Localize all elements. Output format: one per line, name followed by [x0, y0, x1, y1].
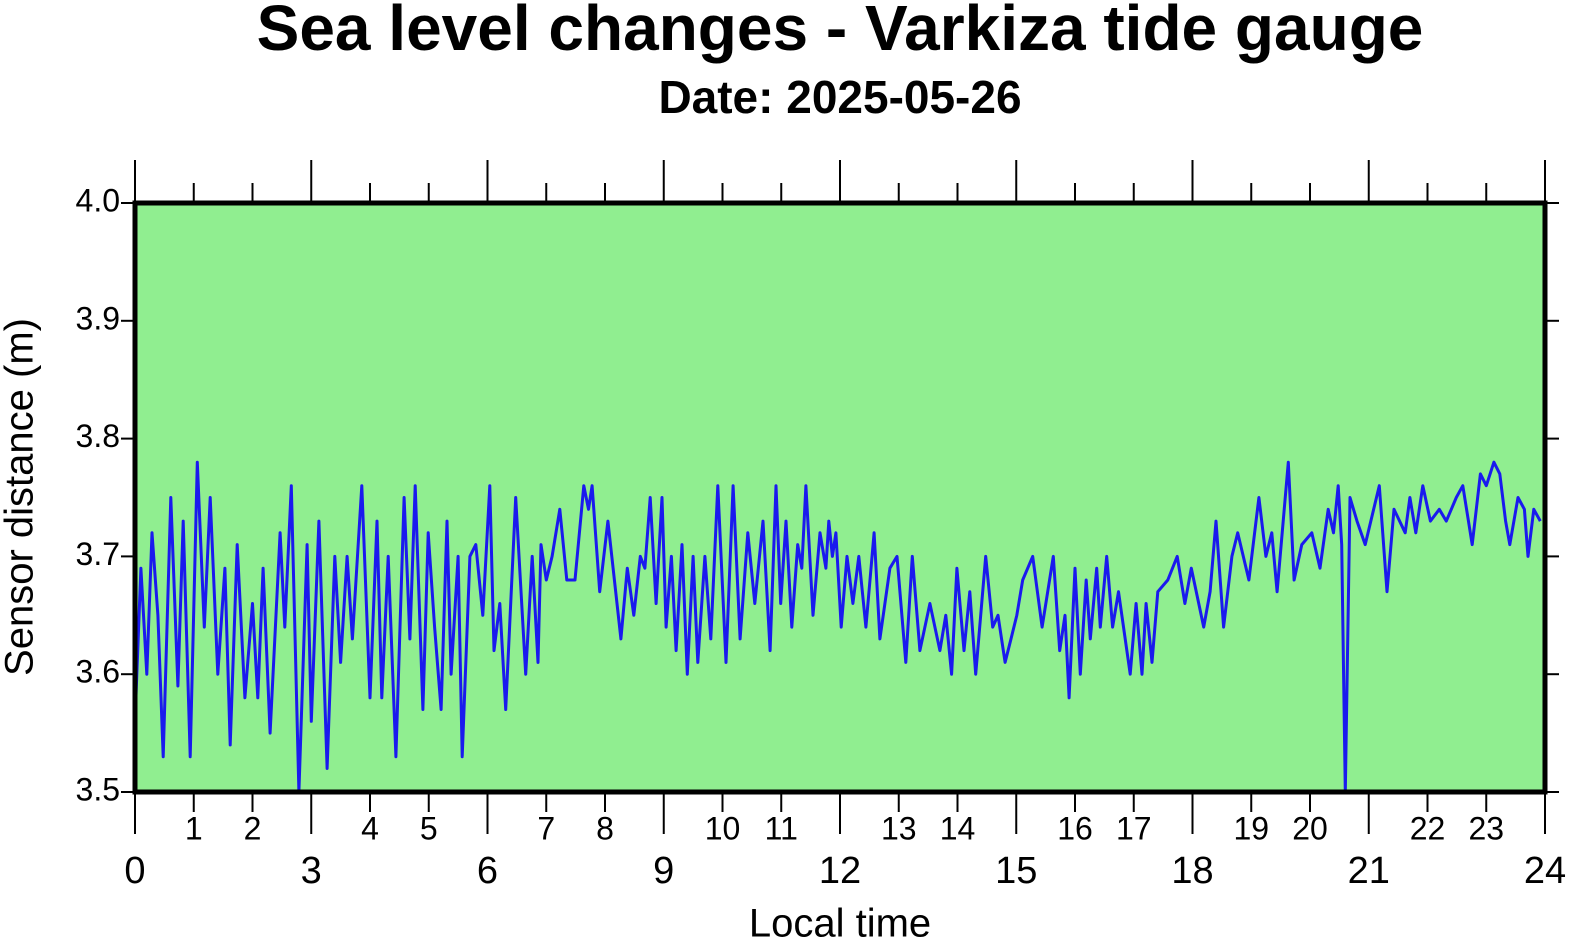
x-minor-tick-label: 2: [244, 810, 262, 846]
x-minor-tick-label: 19: [1233, 810, 1269, 846]
y-axis-label: Sensor distance (m): [0, 318, 42, 676]
x-minor-tick-label: 20: [1292, 810, 1328, 846]
x-minor-tick-label: 23: [1468, 810, 1504, 846]
x-minor-tick-label: 7: [537, 810, 555, 846]
x-tick-label: 18: [1171, 850, 1213, 892]
x-minor-tick-label: 17: [1116, 810, 1152, 846]
chart-title: Sea level changes - Varkiza tide gauge: [257, 0, 1424, 64]
x-tick-label: 3: [301, 850, 322, 892]
x-tick-label: 21: [1348, 850, 1390, 892]
y-tick-label: 3.6: [76, 654, 120, 690]
y-tick-label: 4.0: [76, 182, 120, 218]
x-minor-tick-label: 1: [185, 810, 203, 846]
plot-background: [135, 203, 1545, 792]
x-axis-label: Local time: [749, 902, 931, 946]
x-tick-label: 12: [819, 850, 861, 892]
x-minor-tick-label: 13: [881, 810, 917, 846]
x-tick-label: 15: [995, 850, 1037, 892]
y-tick-label: 3.5: [76, 771, 120, 807]
x-minor-tick-label: 8: [596, 810, 614, 846]
plot-frame: [132, 200, 1548, 795]
x-minor-tick-label: 14: [940, 810, 976, 846]
x-tick-label: 9: [653, 850, 674, 892]
x-minor-tick-label: 5: [420, 810, 438, 846]
chart-subtitle: Date: 2025-05-26: [658, 71, 1021, 123]
x-minor-tick-label: 16: [1057, 810, 1093, 846]
x-minor-tick-label: 4: [361, 810, 379, 846]
x-minor-tick-label: 10: [705, 810, 741, 846]
x-tick-label: 24: [1524, 850, 1566, 892]
x-minor-tick-label: 22: [1410, 810, 1446, 846]
x-minor-tick-label: 11: [765, 810, 798, 846]
x-tick-label: 6: [477, 850, 498, 892]
y-tick-label: 3.9: [76, 300, 120, 336]
x-tick-label: 0: [124, 850, 145, 892]
y-tick-label: 3.8: [76, 418, 120, 454]
data-line: [133, 460, 1542, 794]
y-tick-label: 3.7: [76, 536, 120, 572]
